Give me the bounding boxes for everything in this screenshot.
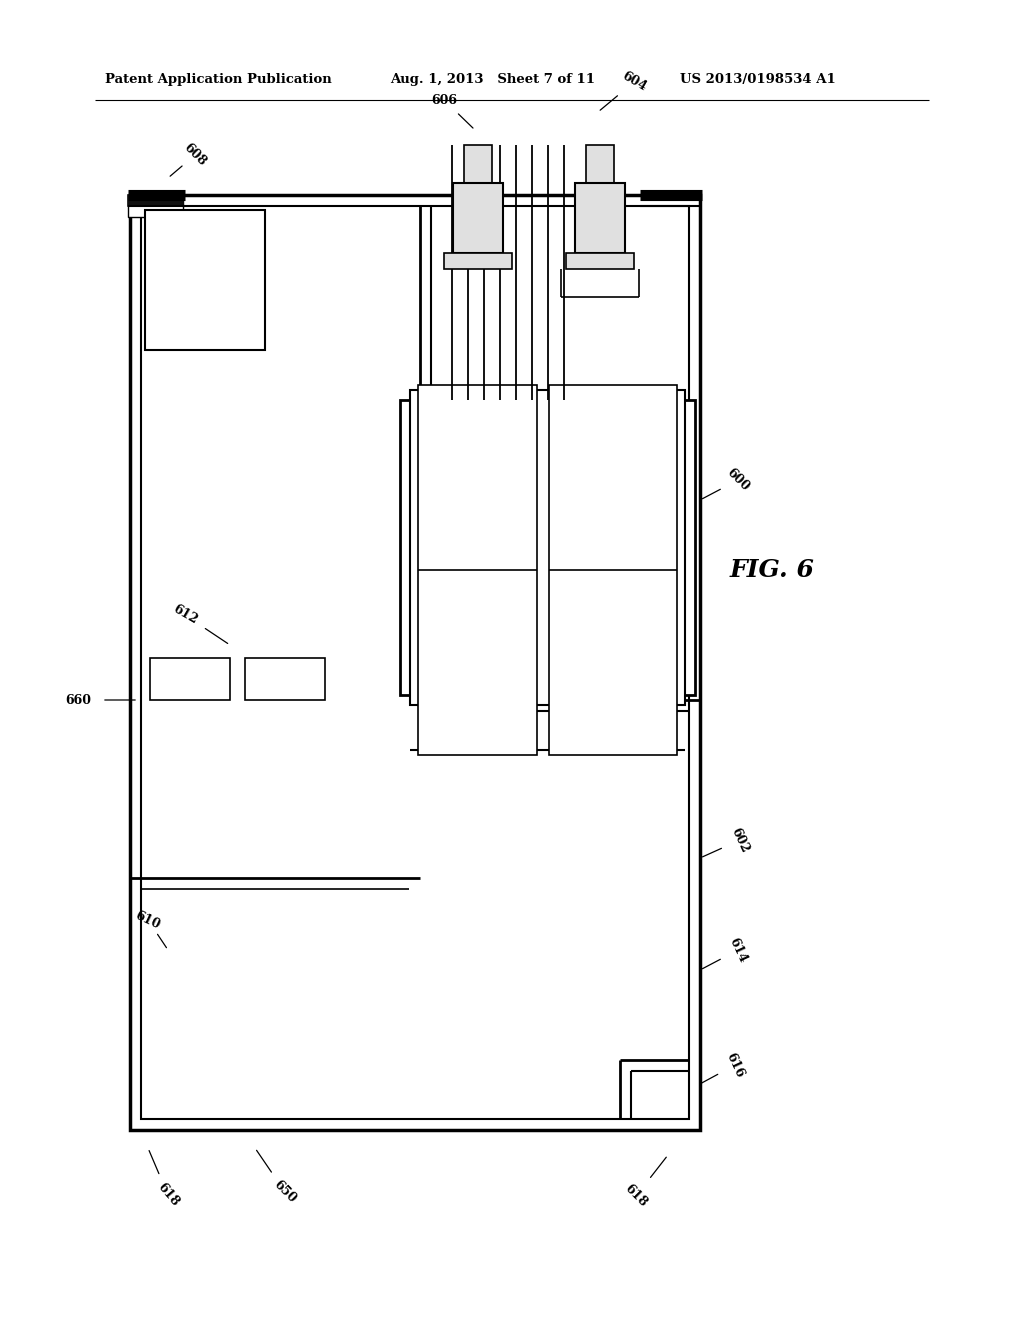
Bar	[549, 385, 677, 755]
Bar	[145, 210, 265, 350]
Text: 602: 602	[729, 825, 752, 854]
Bar	[400, 400, 695, 696]
Bar	[586, 145, 614, 183]
Bar	[410, 389, 685, 705]
Text: 618: 618	[623, 1183, 650, 1210]
Bar	[453, 183, 503, 253]
Text: 618: 618	[155, 1181, 181, 1209]
Bar	[418, 385, 537, 755]
Text: 614: 614	[727, 936, 750, 965]
Text: 660: 660	[65, 693, 91, 706]
Bar	[566, 253, 634, 269]
Text: Patent Application Publication: Patent Application Publication	[105, 74, 332, 87]
Bar	[130, 195, 700, 1130]
Text: 650: 650	[271, 1179, 299, 1205]
Text: 616: 616	[724, 1051, 746, 1080]
Bar	[464, 145, 492, 183]
Text: 606: 606	[431, 94, 457, 107]
Bar	[575, 183, 625, 253]
Bar	[150, 657, 230, 700]
Text: 604: 604	[620, 70, 648, 94]
Bar	[128, 195, 183, 216]
Text: Aug. 1, 2013   Sheet 7 of 11: Aug. 1, 2013 Sheet 7 of 11	[390, 74, 595, 87]
Text: 600: 600	[724, 466, 752, 494]
Text: 612: 612	[170, 603, 200, 627]
Bar	[245, 657, 325, 700]
Text: 610: 610	[133, 908, 163, 932]
Text: FIG. 6: FIG. 6	[730, 558, 815, 582]
Bar	[141, 206, 689, 1119]
Bar	[128, 195, 183, 206]
Bar	[444, 253, 512, 269]
Text: US 2013/0198534 A1: US 2013/0198534 A1	[680, 74, 836, 87]
Text: 608: 608	[181, 141, 209, 169]
